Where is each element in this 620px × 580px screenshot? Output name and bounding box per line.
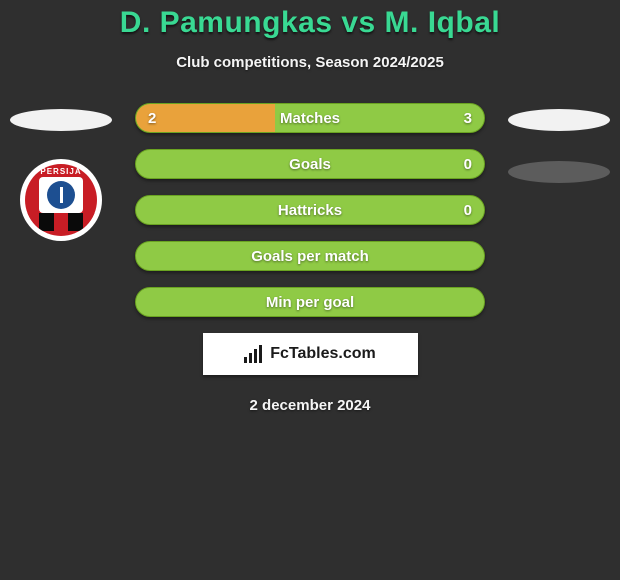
club-logo-inner: PERSIJA bbox=[25, 164, 97, 236]
club-logo-shield bbox=[39, 177, 83, 213]
stripe bbox=[68, 213, 82, 231]
stat-row: Min per goal bbox=[135, 287, 485, 317]
stat-value-right: 0 bbox=[464, 150, 472, 179]
stripe bbox=[54, 213, 68, 231]
stat-label: Goals bbox=[136, 150, 484, 179]
header: D. Pamungkas vs M. Iqbal Club competitio… bbox=[0, 0, 620, 71]
right-player-badge-2 bbox=[508, 161, 610, 183]
stat-value-right: 3 bbox=[464, 104, 472, 133]
stripe bbox=[39, 213, 53, 231]
page-title: D. Pamungkas vs M. Iqbal bbox=[0, 6, 620, 40]
stat-value-right: 0 bbox=[464, 196, 472, 225]
stat-label: Goals per match bbox=[136, 242, 484, 271]
monument-icon bbox=[60, 187, 63, 203]
stat-label: Min per goal bbox=[136, 288, 484, 317]
club-logo-stripes bbox=[25, 213, 97, 231]
stat-row: Goals0 bbox=[135, 149, 485, 179]
right-player-badge bbox=[508, 109, 610, 131]
club-logo-text: PERSIJA bbox=[25, 164, 97, 176]
stat-label: Matches bbox=[136, 104, 484, 133]
page-subtitle: Club competitions, Season 2024/2025 bbox=[0, 54, 620, 71]
stripe bbox=[83, 213, 97, 231]
stat-bars: Matches23Goals0Hattricks0Goals per match… bbox=[135, 103, 485, 317]
content: PERSIJA Matches23Goals0Hattricks0Goals p… bbox=[0, 103, 620, 414]
stat-value-left: 2 bbox=[148, 104, 156, 133]
stat-label: Hattricks bbox=[136, 196, 484, 225]
date-label: 2 december 2024 bbox=[0, 397, 620, 414]
page-root: D. Pamungkas vs M. Iqbal Club competitio… bbox=[0, 0, 620, 580]
stripe bbox=[25, 213, 39, 231]
left-player-badge bbox=[10, 109, 112, 131]
left-club-logo: PERSIJA bbox=[20, 159, 102, 241]
brand-bars-icon bbox=[244, 345, 264, 363]
stat-row: Hattricks0 bbox=[135, 195, 485, 225]
brand-text: FcTables.com bbox=[270, 345, 376, 363]
stat-row: Matches2 3 bbox=[135, 103, 485, 133]
club-logo-circle bbox=[47, 181, 75, 209]
brand-box[interactable]: FcTables.com bbox=[203, 333, 418, 375]
stat-row: Goals per match bbox=[135, 241, 485, 271]
